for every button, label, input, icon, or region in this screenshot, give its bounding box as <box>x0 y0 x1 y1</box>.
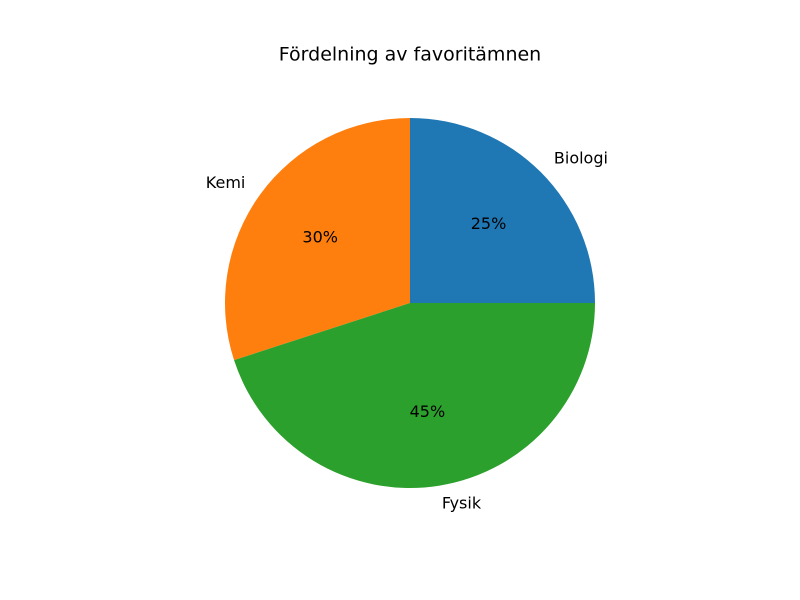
pie-slice <box>234 303 595 489</box>
pie-slice <box>410 118 595 303</box>
chart-title: Fördelning av favoritämnen <box>279 44 541 66</box>
value-label: 25% <box>471 214 507 233</box>
slice-label: Kemi <box>206 173 246 192</box>
slice-label: Biologi <box>554 149 608 168</box>
slice-label: Fysik <box>442 493 482 512</box>
value-label: 30% <box>302 227 338 246</box>
pie-slice <box>224 118 410 361</box>
value-label: 45% <box>410 402 446 421</box>
